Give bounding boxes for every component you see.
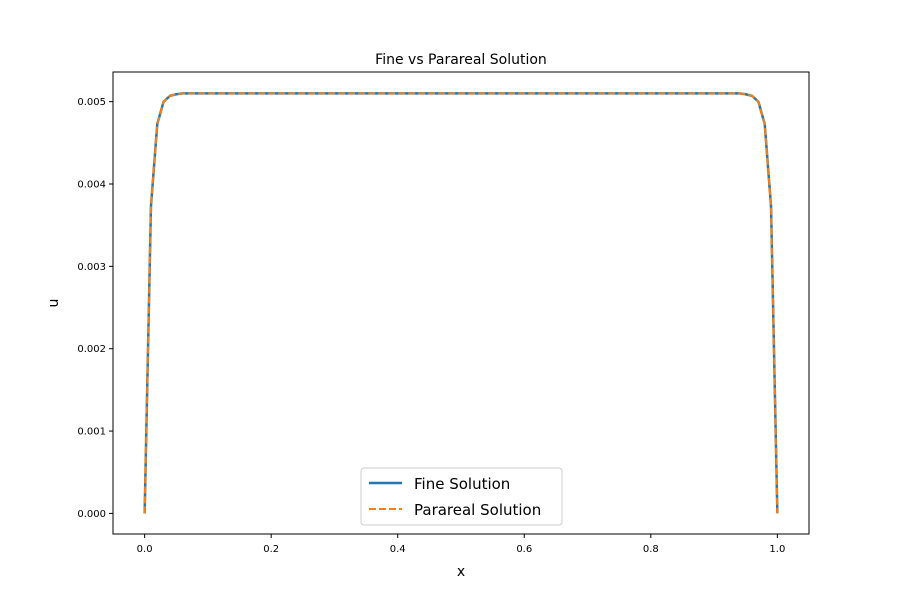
x-tick-label: 0.2 xyxy=(263,544,279,555)
series-line-parareal xyxy=(143,92,779,514)
y-axis-label: u xyxy=(46,299,62,308)
chart-title: Fine vs Parareal Solution xyxy=(375,52,547,68)
plot-area xyxy=(112,71,810,535)
legend: Fine Solution Parareal Solution xyxy=(360,467,563,526)
plot-frame xyxy=(112,71,810,535)
legend-box xyxy=(360,467,563,526)
x-tick-label: 0.4 xyxy=(390,544,406,555)
y-tick-label: 0.005 xyxy=(77,97,106,108)
legend-label-fine: Fine Solution xyxy=(414,475,510,493)
x-axis-ticks: 0.0 0.2 0.4 0.6 0.8 1.0 xyxy=(137,534,785,555)
x-axis-label: x xyxy=(457,564,465,580)
y-tick-label: 0.001 xyxy=(77,427,106,438)
x-tick-label: 1.0 xyxy=(769,544,785,555)
y-tick-label: 0.000 xyxy=(77,509,106,520)
y-axis-ticks: 0.000 0.001 0.002 0.003 0.004 0.005 xyxy=(77,97,113,520)
x-tick-label: 0.6 xyxy=(516,544,532,555)
y-tick-label: 0.003 xyxy=(77,262,106,273)
y-tick-label: 0.002 xyxy=(77,344,106,355)
legend-label-parareal: Parareal Solution xyxy=(414,501,541,519)
series-layer xyxy=(143,92,779,514)
y-tick-label: 0.004 xyxy=(77,180,106,191)
x-tick-label: 0.0 xyxy=(137,544,153,555)
x-tick-label: 0.8 xyxy=(643,544,659,555)
